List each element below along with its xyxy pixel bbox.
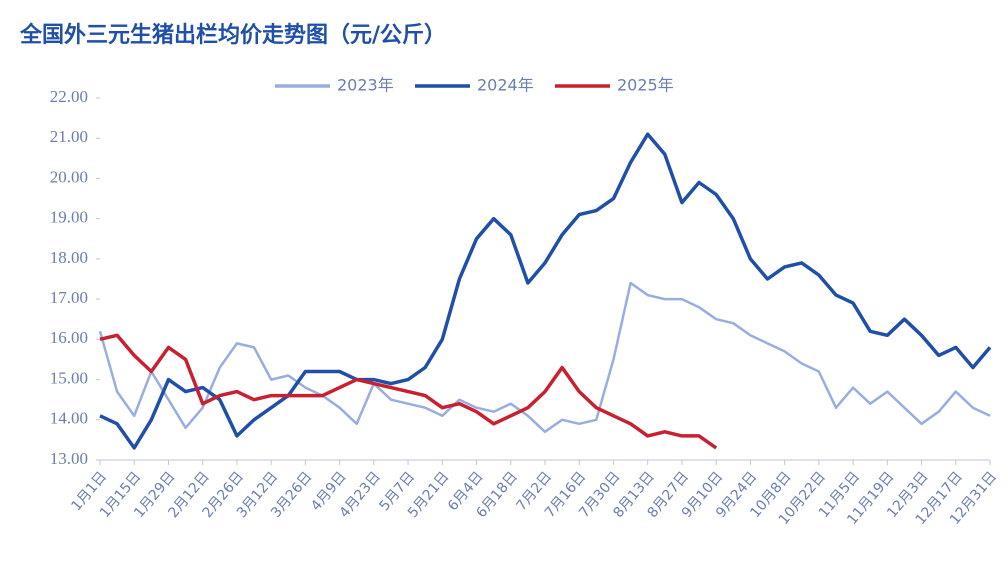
y-tick-label: 21.00 [50, 127, 88, 146]
y-tick-label: 18.00 [50, 248, 88, 267]
y-tick-label: 19.00 [50, 208, 88, 227]
legend-label: 2024年 [477, 76, 534, 95]
y-tick-label: 16.00 [50, 328, 88, 347]
legend-label: 2023年 [337, 76, 394, 95]
series-line [99, 333, 718, 450]
y-tick-label: 13.00 [50, 449, 88, 468]
y-tick-label: 20.00 [50, 167, 88, 186]
y-tick-label: 22.00 [50, 87, 88, 106]
chart-title: 全国外三元生猪出栏均价走势图（元/公斤） [19, 22, 446, 48]
y-tick-label: 15.00 [50, 368, 88, 387]
y-tick-label: 17.00 [50, 288, 88, 307]
y-tick-label: 14.00 [50, 409, 88, 428]
legend-label: 2025年 [617, 76, 674, 95]
series-line [98, 281, 991, 434]
series-line [99, 132, 992, 450]
